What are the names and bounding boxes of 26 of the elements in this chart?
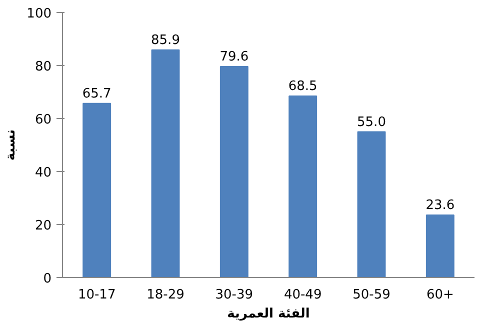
bar bbox=[288, 95, 318, 278]
x-tick-label: 60+ bbox=[426, 288, 454, 302]
y-tick-label: 40 bbox=[34, 166, 52, 180]
bar bbox=[426, 214, 454, 278]
bar bbox=[151, 49, 180, 278]
y-tick-label: 0 bbox=[43, 272, 52, 286]
bar bbox=[357, 131, 386, 278]
y-tick-label: 60 bbox=[34, 112, 52, 128]
x-tick-label: 50-59 bbox=[352, 288, 390, 302]
x-tick-label: 30-39 bbox=[215, 288, 254, 302]
bar bbox=[82, 102, 112, 278]
x-axis-title: الفئة العمرية bbox=[227, 306, 310, 322]
y-tick-label: 20 bbox=[34, 218, 52, 234]
data-label: 65.7 bbox=[82, 86, 112, 102]
x-tick-label: 10-17 bbox=[78, 288, 116, 302]
data-label: 85.9 bbox=[151, 32, 180, 48]
y-tick-label: 80 bbox=[34, 60, 52, 74]
data-label: 79.6 bbox=[220, 50, 249, 65]
x-tick-label: 18-29 bbox=[146, 288, 184, 302]
x-tick-label: 40-49 bbox=[284, 288, 322, 302]
data-label: 55.0 bbox=[357, 114, 386, 130]
data-label: 23.6 bbox=[426, 198, 455, 213]
y-axis-title: نسبة bbox=[4, 129, 19, 161]
y-tick-label: 100 bbox=[26, 6, 52, 22]
data-label: 68.5 bbox=[288, 78, 318, 94]
bar bbox=[220, 66, 248, 278]
